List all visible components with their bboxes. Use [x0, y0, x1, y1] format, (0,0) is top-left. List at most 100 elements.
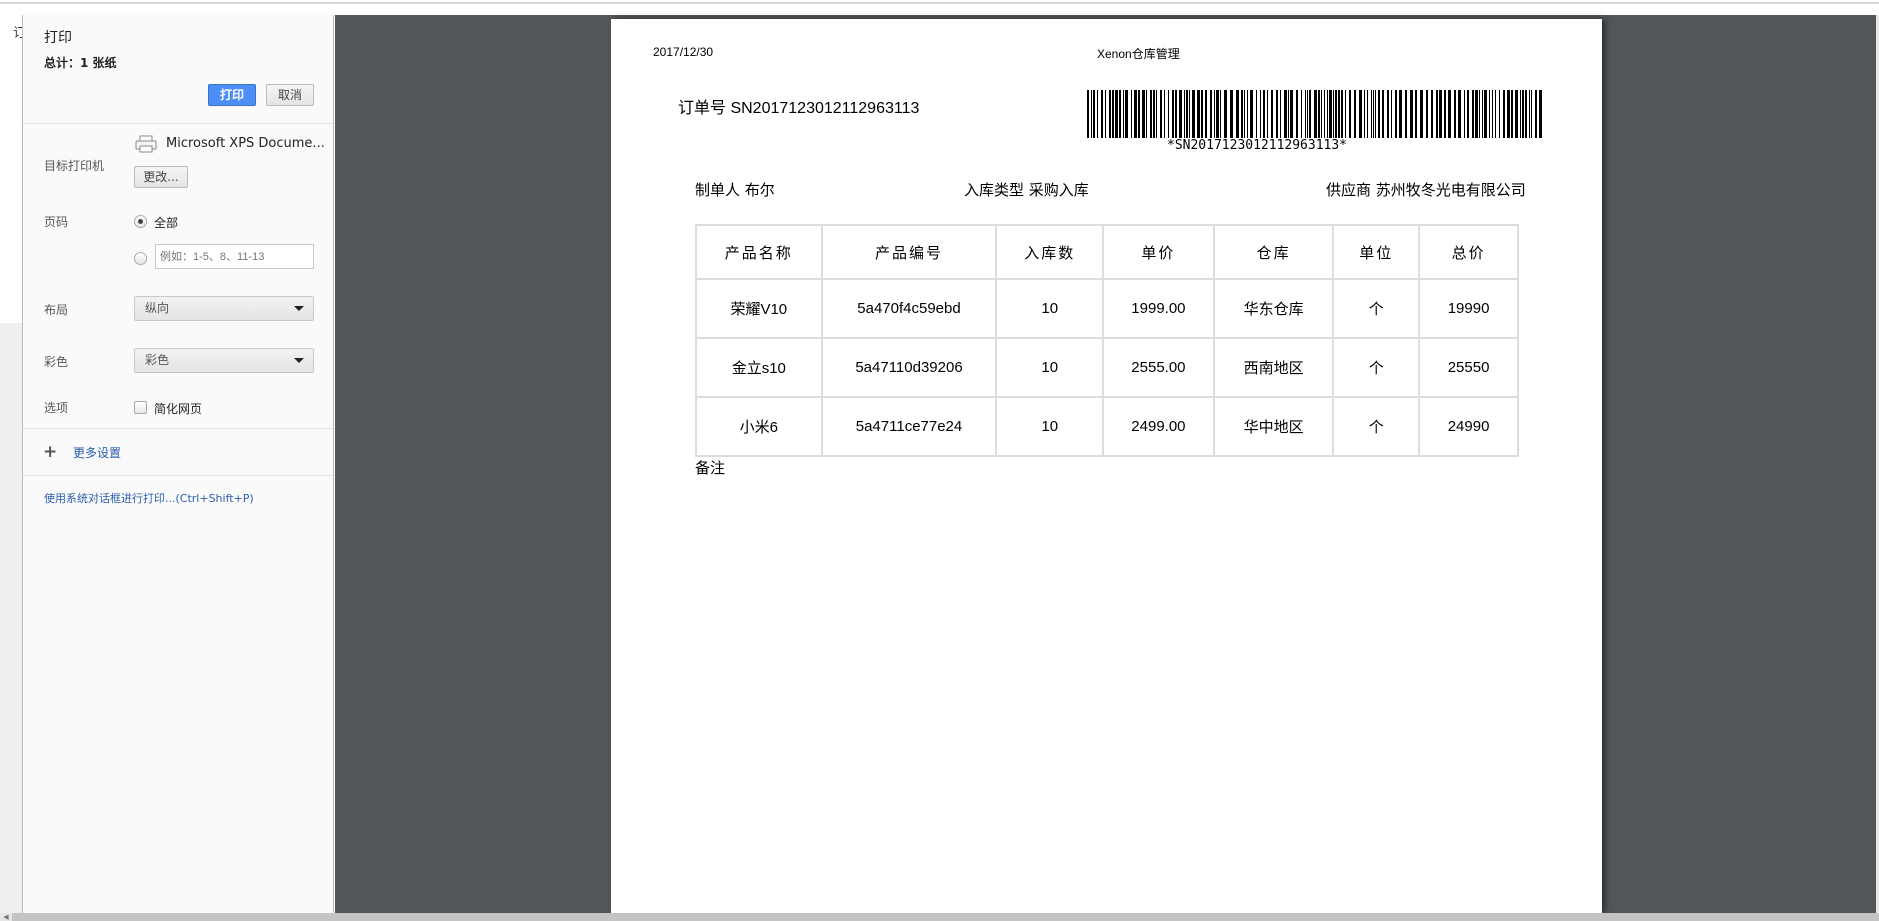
barcode-bar — [1087, 90, 1089, 138]
barcode-bar — [1318, 90, 1320, 138]
barcode-bar — [1503, 90, 1505, 138]
printer-icon — [135, 135, 157, 153]
barcode-text: *SN2017123012112963113* — [1167, 138, 1348, 153]
barcode-bar — [1359, 90, 1362, 138]
barcode-bar — [1314, 90, 1317, 138]
layout-select[interactable]: 纵向 — [134, 296, 314, 321]
divider — [23, 475, 333, 476]
change-printer-button[interactable]: 更改... — [134, 166, 188, 188]
printer-name: Microsoft XPS Docume... — [166, 136, 325, 151]
barcode-bar — [1186, 90, 1188, 138]
barcode-bar — [1391, 90, 1392, 138]
barcode-bar — [1112, 90, 1114, 138]
barcode-bar — [1305, 90, 1306, 138]
barcode-bar — [1216, 90, 1219, 138]
barcode-bar — [1131, 90, 1132, 138]
order-number: 订单号 SN2017123012112963113 — [678, 100, 920, 117]
cancel-button[interactable]: 取消 — [266, 84, 314, 106]
barcode-bar — [1109, 90, 1111, 138]
quantity: 10 — [995, 396, 1105, 457]
simplify-label: 简化网页 — [154, 402, 203, 416]
barcode-bar — [1464, 90, 1465, 138]
barcode-bar — [1119, 90, 1121, 138]
more-settings-link[interactable]: 更多设置 — [73, 446, 122, 460]
barcode-bar — [1256, 90, 1257, 138]
unit: 个 — [1332, 337, 1421, 398]
barcode-bar — [1179, 90, 1182, 138]
table-row: 小米6 5a4711ce77e24 10 2499.00 华中地区个 24990 — [695, 396, 1519, 457]
barcode-bar — [1367, 90, 1368, 138]
barcode-bar — [1150, 90, 1152, 138]
table-row: 金立s10 5a47110d39206 10 2555.00 西南地区个 25550 — [695, 337, 1519, 398]
dropdown-arrow-icon — [294, 358, 304, 363]
barcode-bar — [1444, 90, 1446, 138]
barcode-bar — [1371, 90, 1372, 138]
pages-all-radio[interactable] — [134, 215, 147, 228]
barcode-bar — [1482, 90, 1483, 138]
barcode-bar — [1175, 90, 1177, 138]
barcode-bar — [1479, 90, 1480, 138]
barcode-bar — [1484, 90, 1487, 138]
barcode-bar — [1454, 90, 1456, 138]
warehouse: 华中地区 — [1212, 396, 1335, 457]
table-header-row: 产品名称 产品编号 入库数 单价 仓库 单位 总价 — [695, 224, 1519, 280]
layout-label: 布局 — [44, 303, 69, 317]
preview-scrollbar[interactable] — [1876, 15, 1879, 913]
scroll-left-arrow-icon[interactable]: ◀ — [0, 913, 12, 921]
product-name: 荣耀V10 — [695, 278, 823, 339]
pages-custom-radio[interactable] — [134, 252, 147, 265]
barcode-bar — [1309, 90, 1311, 138]
barcode-bar — [1475, 90, 1478, 138]
system-dialog-link[interactable]: 使用系统对话框进行打印...(Ctrl+Shift+P) — [44, 492, 254, 505]
barcode-bar — [1399, 90, 1402, 138]
horizontal-scrollbar[interactable] — [0, 913, 1879, 921]
barcode-bar — [1123, 90, 1124, 138]
barcode-bar — [1515, 90, 1518, 138]
inbound-type: 入库类型 采购入库 — [964, 181, 1089, 199]
barcode-bar — [1288, 90, 1289, 138]
unit-price: 2499.00 — [1102, 396, 1215, 457]
product-code: 5a4711ce77e24 — [820, 396, 998, 457]
simplify-checkbox[interactable] — [134, 401, 147, 414]
barcode-bar — [1271, 90, 1273, 138]
barcode-image — [1087, 90, 1542, 138]
unit: 个 — [1332, 396, 1421, 457]
pages-all-label: 全部 — [154, 216, 179, 230]
pages-custom-input[interactable] — [155, 244, 314, 269]
barcode-bar — [1290, 90, 1293, 138]
barcode-bar — [1125, 90, 1128, 138]
barcode-bar — [1164, 90, 1165, 138]
remark-label: 备注 — [695, 459, 726, 477]
barcode-bar — [1244, 90, 1245, 138]
barcode-bar — [1378, 90, 1380, 138]
barcode-bar — [1410, 90, 1413, 138]
dialog-title: 打印 — [44, 30, 72, 46]
barcode-bar — [1364, 90, 1365, 138]
barcode-bar — [1093, 90, 1095, 138]
barcode-bar — [1105, 90, 1106, 138]
barcode-bar — [1224, 90, 1227, 138]
print-button[interactable]: 打印 — [208, 84, 256, 106]
barcode-bar — [1375, 90, 1376, 138]
barcode-bar — [1329, 90, 1332, 138]
header-title: Xenon仓库管理 — [1097, 47, 1180, 61]
barcode-bar — [1197, 90, 1200, 138]
barcode-bar — [1507, 90, 1510, 138]
column-header: 单价 — [1102, 224, 1215, 280]
barcode-bar — [1520, 90, 1521, 138]
sheet-total: 总计：1 张纸 — [44, 56, 117, 70]
barcode-bar — [1511, 90, 1513, 138]
barcode-bar — [1267, 90, 1268, 138]
layout-value: 纵向 — [145, 301, 170, 315]
table-row: 荣耀V10 5a470f4c59ebd 10 1999.00 华东仓库个 19990 — [695, 278, 1519, 339]
barcode-bar — [1472, 90, 1474, 138]
barcode-bar — [1525, 90, 1527, 138]
color-select[interactable]: 彩色 — [134, 348, 314, 373]
barcode-bar — [1387, 90, 1389, 138]
unit-price: 1999.00 — [1102, 278, 1215, 339]
products-table: 产品名称 产品编号 入库数 单价 仓库 单位 总价 荣耀V10 5a470f4c5… — [695, 224, 1519, 457]
column-header: 入库数 — [995, 224, 1105, 280]
print-date: 2017/12/30 — [653, 45, 714, 59]
barcode-bar — [1284, 90, 1287, 138]
barcode-bar — [1492, 90, 1493, 138]
